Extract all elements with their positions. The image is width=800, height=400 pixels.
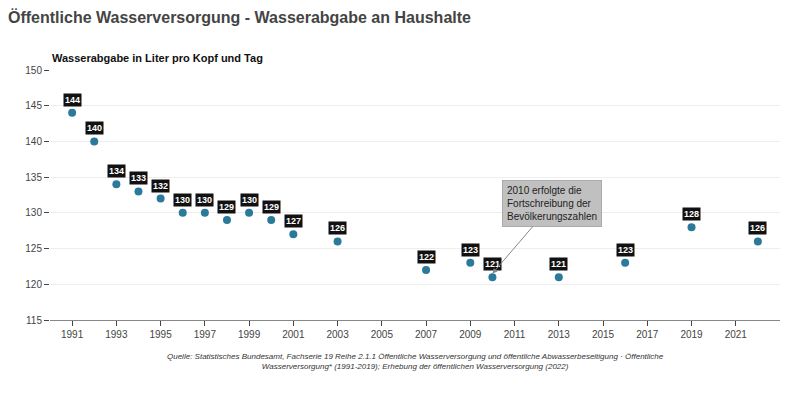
svg-text:120: 120 [25, 279, 42, 290]
svg-text:150: 150 [25, 65, 42, 76]
svg-text:129: 129 [219, 202, 234, 212]
svg-text:2021: 2021 [725, 329, 748, 340]
svg-text:2019: 2019 [680, 329, 703, 340]
svg-text:1991: 1991 [61, 329, 84, 340]
svg-text:130: 130 [242, 195, 257, 205]
svg-text:134: 134 [109, 166, 124, 176]
svg-text:2015: 2015 [592, 329, 615, 340]
svg-text:123: 123 [618, 245, 633, 255]
svg-text:140: 140 [25, 136, 42, 147]
svg-text:2013: 2013 [548, 329, 571, 340]
svg-text:126: 126 [750, 223, 765, 233]
svg-text:121: 121 [551, 259, 566, 269]
svg-text:133: 133 [131, 173, 146, 183]
svg-text:140: 140 [87, 123, 102, 133]
svg-text:1999: 1999 [238, 329, 261, 340]
svg-text:129: 129 [264, 202, 279, 212]
svg-text:130: 130 [197, 195, 212, 205]
svg-text:121: 121 [485, 259, 500, 269]
svg-text:Öffentliche Wasserversorgung -: Öffentliche Wasserversorgung - Wasserabg… [8, 8, 471, 26]
svg-text:2001: 2001 [282, 329, 305, 340]
svg-text:125: 125 [25, 243, 42, 254]
svg-text:135: 135 [25, 172, 42, 183]
svg-text:2017: 2017 [636, 329, 659, 340]
svg-text:132: 132 [153, 181, 168, 191]
svg-text:130: 130 [175, 195, 190, 205]
svg-text:1995: 1995 [149, 329, 172, 340]
svg-text:2003: 2003 [326, 329, 349, 340]
svg-text:126: 126 [330, 223, 345, 233]
svg-text:1997: 1997 [194, 329, 217, 340]
svg-text:1993: 1993 [105, 329, 128, 340]
svg-text:122: 122 [419, 252, 434, 262]
svg-text:Wasserabgabe in Liter pro Kopf: Wasserabgabe in Liter pro Kopf und Tag [52, 52, 263, 64]
svg-text:144: 144 [65, 95, 80, 105]
svg-text:127: 127 [286, 216, 301, 226]
svg-text:145: 145 [25, 100, 42, 111]
svg-text:2009: 2009 [459, 329, 482, 340]
svg-text:130: 130 [25, 207, 42, 218]
svg-text:115: 115 [26, 315, 42, 326]
svg-text:Quelle: Statistisches Bundesam: Quelle: Statistisches Bundesamt, Fachser… [167, 352, 664, 371]
svg-text:2010 erfolgte dieFortschreibun: 2010 erfolgte dieFortschreibung derBevöl… [507, 185, 597, 222]
svg-text:2005: 2005 [371, 329, 394, 340]
svg-text:123: 123 [463, 245, 478, 255]
svg-text:2011: 2011 [504, 329, 526, 340]
svg-text:2007: 2007 [415, 329, 438, 340]
svg-text:128: 128 [684, 209, 699, 219]
